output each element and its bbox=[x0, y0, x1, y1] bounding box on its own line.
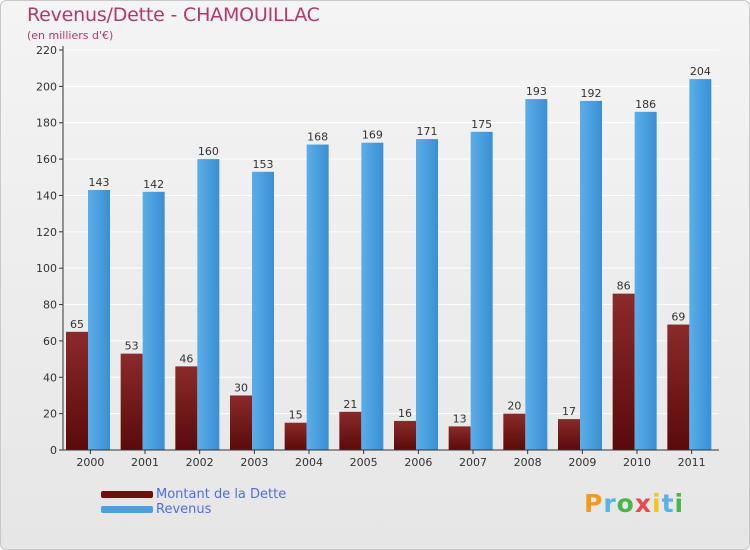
data-label-dette: 53 bbox=[125, 340, 139, 353]
bar-dette bbox=[175, 366, 198, 450]
data-label-revenus: 193 bbox=[526, 85, 547, 98]
bar-dette bbox=[558, 419, 580, 450]
x-tick-label: 2007 bbox=[459, 456, 487, 469]
bar-revenus bbox=[580, 100, 602, 450]
legend-swatch-revenus bbox=[101, 506, 153, 513]
x-tick-label: 2003 bbox=[240, 456, 268, 469]
bar-revenus bbox=[689, 79, 712, 450]
data-label-revenus: 171 bbox=[417, 125, 438, 138]
bars bbox=[66, 79, 712, 451]
data-label-revenus: 186 bbox=[635, 98, 656, 111]
data-label-dette: 13 bbox=[453, 412, 467, 425]
logo-letter: i bbox=[674, 489, 685, 518]
y-tick-label: 160 bbox=[36, 153, 57, 166]
bar-revenus bbox=[88, 190, 110, 450]
data-label-revenus: 168 bbox=[307, 131, 328, 144]
legend-swatch-dette bbox=[101, 491, 153, 498]
bar-revenus bbox=[252, 171, 274, 450]
logo-letter: x bbox=[634, 489, 652, 518]
logo-letter: P bbox=[584, 489, 604, 518]
x-tick-label: 2010 bbox=[623, 456, 651, 469]
bar-revenus bbox=[197, 159, 220, 450]
y-tick-label: 140 bbox=[36, 189, 57, 202]
data-label-revenus: 175 bbox=[471, 118, 492, 131]
bar-dette bbox=[667, 324, 690, 450]
bar-dette bbox=[612, 293, 635, 450]
logo-letter: t bbox=[661, 489, 675, 518]
x-tick-label: 2011 bbox=[678, 456, 706, 469]
bar-dette bbox=[503, 413, 526, 450]
legend-label-revenus: Revenus bbox=[156, 502, 212, 517]
chart-subtitle: (en milliers d'€) bbox=[27, 29, 114, 42]
data-label-dette: 15 bbox=[289, 409, 303, 422]
bar-revenus bbox=[416, 139, 438, 450]
proxiti-logo: Proxiti bbox=[584, 489, 684, 518]
data-label-dette: 65 bbox=[70, 318, 84, 331]
y-tick-label: 40 bbox=[43, 371, 57, 384]
x-tick-label: 2000 bbox=[76, 456, 104, 469]
data-label-revenus: 160 bbox=[198, 145, 219, 158]
grid-lines bbox=[63, 49, 719, 415]
logo-letter: o bbox=[616, 489, 635, 518]
x-tick-label: 2006 bbox=[404, 456, 432, 469]
bar-dette bbox=[120, 353, 143, 450]
bar-dette bbox=[230, 395, 252, 450]
y-tick-label: 180 bbox=[36, 117, 57, 130]
logo-letter: r bbox=[603, 489, 617, 518]
bar-revenus bbox=[361, 142, 384, 450]
legend-label-dette: Montant de la Dette bbox=[156, 487, 287, 502]
x-tick-label: 2001 bbox=[131, 456, 159, 469]
data-label-dette: 21 bbox=[343, 398, 357, 411]
bar-dette bbox=[284, 422, 307, 450]
x-tick-label: 2005 bbox=[350, 456, 378, 469]
y-tick-label: 100 bbox=[36, 262, 57, 275]
y-tick-label: 0 bbox=[50, 444, 57, 457]
data-label-dette: 16 bbox=[398, 407, 412, 420]
data-label-dette: 20 bbox=[507, 400, 521, 413]
y-tick-label: 200 bbox=[36, 80, 57, 93]
y-tick-label: 120 bbox=[36, 226, 57, 239]
bar-dette bbox=[339, 411, 362, 450]
data-label-dette: 86 bbox=[617, 280, 631, 293]
chart-title: Revenus/Dette - CHAMOUILLAC bbox=[27, 4, 320, 26]
bar-dette bbox=[66, 331, 88, 450]
logo-letter: i bbox=[652, 489, 662, 518]
bar-revenus bbox=[306, 144, 329, 450]
data-label-dette: 30 bbox=[234, 381, 248, 394]
data-label-revenus: 142 bbox=[143, 178, 164, 191]
bar-revenus bbox=[634, 111, 657, 451]
x-tick-label: 2009 bbox=[568, 456, 596, 469]
data-label-revenus: 143 bbox=[89, 176, 110, 189]
bar-dette bbox=[394, 420, 416, 450]
x-tick-label: 2002 bbox=[186, 456, 214, 469]
data-label-dette: 17 bbox=[562, 405, 576, 418]
bar-dette bbox=[448, 426, 471, 450]
x-tick-label: 2004 bbox=[295, 456, 323, 469]
data-label-revenus: 204 bbox=[690, 65, 711, 78]
bar-revenus bbox=[142, 191, 165, 450]
y-tick-label: 60 bbox=[43, 335, 57, 348]
y-tick-label: 220 bbox=[36, 44, 57, 57]
x-tick-label: 2008 bbox=[514, 456, 542, 469]
y-tick-label: 20 bbox=[43, 408, 57, 421]
bar-revenus bbox=[470, 131, 493, 450]
data-label-dette: 69 bbox=[671, 311, 685, 324]
data-label-dette: 46 bbox=[179, 352, 193, 365]
data-label-revenus: 169 bbox=[362, 129, 383, 142]
data-label-revenus: 192 bbox=[581, 87, 602, 100]
bar-revenus bbox=[525, 99, 548, 450]
data-label-revenus: 153 bbox=[253, 158, 274, 171]
data-labels: 65 143 53 142 46 160 30 153 15 168 21 169 16 171 13 175… bbox=[70, 65, 711, 425]
y-tick-label: 80 bbox=[43, 299, 57, 312]
